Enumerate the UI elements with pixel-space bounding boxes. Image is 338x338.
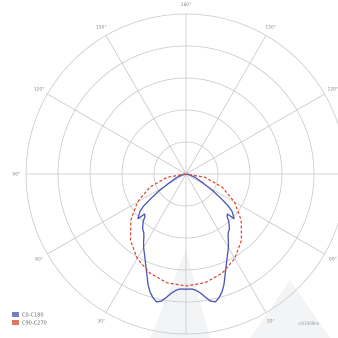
grid-spoke-330 bbox=[105, 173, 187, 313]
series-layer bbox=[129, 173, 243, 303]
angle-label: 120° bbox=[327, 87, 338, 93]
angle-label: 150° bbox=[96, 25, 107, 31]
angle-label: 120° bbox=[34, 87, 45, 93]
legend-swatch-c0-c180 bbox=[12, 312, 19, 317]
grid-spoke-150 bbox=[185, 35, 267, 175]
angle-label: 60° bbox=[329, 256, 337, 262]
grid-spoke-240 bbox=[47, 93, 187, 175]
grid-spoke-210 bbox=[105, 35, 187, 175]
angle-label: 150° bbox=[265, 25, 276, 31]
unit-label: cd/1000lm bbox=[298, 321, 319, 326]
angle-label: 30° bbox=[267, 318, 275, 324]
angle-label: 60° bbox=[35, 256, 43, 262]
angle-label: 90° bbox=[12, 172, 20, 178]
watermark-shape-left bbox=[150, 250, 210, 338]
legend-swatch-c90-c270 bbox=[12, 320, 19, 325]
legend: C0-C180 C90-C270 bbox=[12, 312, 47, 327]
watermark-shape-right bbox=[250, 280, 330, 338]
grid-spoke-120 bbox=[185, 93, 325, 175]
angle-label: 30° bbox=[97, 318, 105, 324]
angle-labels: 180°150°120°90°60°30°0°30°60°90°120°150° bbox=[12, 2, 338, 324]
legend-label-c0-c180: C0-C180 bbox=[22, 313, 44, 319]
series-line-c90-c270 bbox=[129, 173, 243, 287]
angle-label: 180° bbox=[181, 2, 192, 8]
series-line-c0-c180 bbox=[137, 173, 235, 303]
grid-spoke-30 bbox=[185, 173, 267, 313]
legend-label-c90-c270: C90-C270 bbox=[22, 321, 47, 327]
